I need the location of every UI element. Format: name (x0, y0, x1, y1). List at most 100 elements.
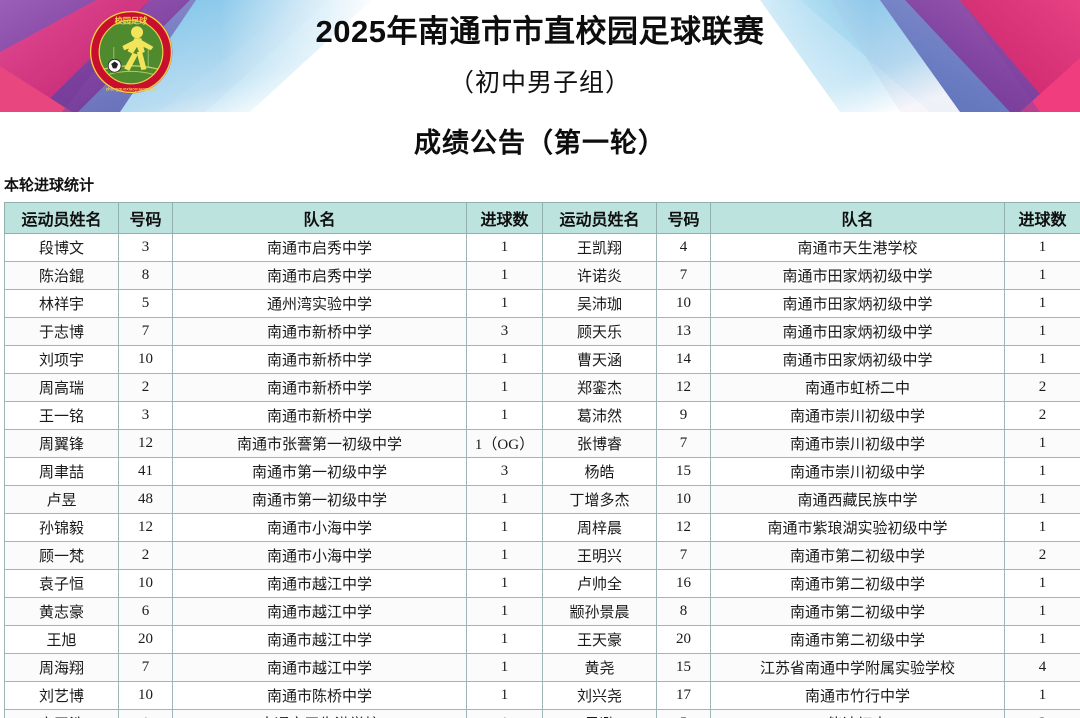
cell-goals-right: 1 (1004, 513, 1080, 542)
table-row: 王一铭 3 南通市新桥中学 1 葛沛然 9 南通市崇川初级中学 2 (4, 401, 1080, 430)
cell-goals-left: 1 (466, 569, 543, 598)
cell-number-right: 12 (656, 513, 711, 542)
cell-number-right: 10 (656, 485, 711, 514)
cell-player-name-right: 王明兴 (542, 541, 657, 570)
table-row: 陈治錕 8 南通市启秀中学 1 许诺炎 7 南通市田家炳初级中学 1 (4, 261, 1080, 290)
cell-team-left: 南通市小海中学 (172, 513, 467, 542)
cell-team-right: 南通市崇川初级中学 (710, 457, 1005, 486)
table-row: 周高瑞 2 南通市新桥中学 1 郑銮杰 12 南通市虹桥二中 2 (4, 373, 1080, 402)
cell-team-right: 南通市田家炳初级中学 (710, 317, 1005, 346)
cell-team-right: 南通市田家炳初级中学 (710, 345, 1005, 374)
cell-number-right: 13 (656, 317, 711, 346)
table-row: 刘项宇 10 南通市新桥中学 1 曹天涵 14 南通市田家炳初级中学 1 (4, 345, 1080, 374)
table-row: 周聿喆 41 南通市第一初级中学 3 杨皓 15 南通市崇川初级中学 1 (4, 457, 1080, 486)
title-block: 2025年南通市市直校园足球联赛 （初中男子组） (0, 0, 1080, 96)
cell-goals-left: 1 (466, 513, 543, 542)
cell-goals-left: 1 (466, 261, 543, 290)
cell-player-name-left: 周聿喆 (4, 457, 119, 486)
cell-goals-left: 1（OG） (466, 429, 543, 458)
cell-number-right: 12 (656, 373, 711, 402)
cell-goals-left: 1 (466, 485, 543, 514)
goal-statistics-table: 运动员姓名 号码 队名 进球数 运动员姓名 号码 队名 进球数 段博文 3 南通市启… (4, 202, 1080, 718)
cell-team-right: 南通西藏民族中学 (710, 485, 1005, 514)
cell-number-right: 20 (656, 625, 711, 654)
cell-goals-right: 2 (1004, 373, 1080, 402)
cell-team-left: 南通市新桥中学 (172, 401, 467, 430)
cell-team-left: 南通市陈桥中学 (172, 681, 467, 710)
cell-number-left: 10 (118, 681, 173, 710)
cell-number-left: 6 (118, 597, 173, 626)
cell-player-name-left: 顾一梵 (4, 541, 119, 570)
cell-number-left: 12 (118, 513, 173, 542)
cell-player-name-left: 王一铭 (4, 401, 119, 430)
table-row: 林祥宇 5 通州湾实验中学 1 吴沛珈 10 南通市田家炳初级中学 1 (4, 289, 1080, 318)
cell-player-name-left: 林祥宇 (4, 289, 119, 318)
cell-goals-right: 1 (1004, 289, 1080, 318)
cell-number-right: 16 (656, 569, 711, 598)
cell-player-name-left: 刘项宇 (4, 345, 119, 374)
cell-number-left: 48 (118, 485, 173, 514)
table-header: 运动员姓名 号码 队名 进球数 运动员姓名 号码 队名 进球数 (4, 202, 1080, 234)
table-row: 黄志豪 6 南通市越江中学 1 颛孙景晨 8 南通市第二初级中学 1 (4, 597, 1080, 626)
cell-player-name-left: 于志博 (4, 317, 119, 346)
cell-goals-right: 1 (1004, 345, 1080, 374)
cell-player-name-right: 吴沛珈 (542, 289, 657, 318)
cell-goals-right: 1 (1004, 429, 1080, 458)
cell-goals-right: 1 (1004, 457, 1080, 486)
cell-player-name-left: 周高瑞 (4, 373, 119, 402)
column-header-goals-right: 进球数 (1004, 202, 1080, 234)
cell-player-name-right: 王天豪 (542, 625, 657, 654)
cell-team-left: 南通市启秀中学 (172, 233, 467, 262)
cell-team-left: 南通市越江中学 (172, 569, 467, 598)
cell-team-left: 南通市新桥中学 (172, 317, 467, 346)
cell-number-left: 7 (118, 317, 173, 346)
cell-player-name-left: 卢昱 (4, 485, 119, 514)
table-row: 于志博 7 南通市新桥中学 3 顾天乐 13 南通市田家炳初级中学 1 (4, 317, 1080, 346)
cell-team-left: 南通市第一初级中学 (172, 457, 467, 486)
cell-number-left: 20 (118, 625, 173, 654)
cell-goals-right: 2 (1004, 709, 1080, 718)
table-row: 卢昱 48 南通市第一初级中学 1 丁增多杰 10 南通西藏民族中学 1 (4, 485, 1080, 514)
table-row: 周翼锋 12 南通市张謇第一初级中学 1（OG） 张博睿 7 南通市崇川初级中学 1 (4, 429, 1080, 458)
cell-goals-left: 3 (466, 457, 543, 486)
table-row: 段博文 3 南通市启秀中学 1 王凯翔 4 南通市天生港学校 1 (4, 233, 1080, 262)
cell-team-left: 南通市新桥中学 (172, 373, 467, 402)
cell-team-right: 南通市田家炳初级中学 (710, 289, 1005, 318)
sub-title: （初中男子组） (448, 70, 631, 97)
cell-goals-left: 1 (466, 681, 543, 710)
cell-goals-left: 3 (466, 317, 543, 346)
cell-goals-left: 1 (466, 233, 543, 262)
column-header-team-right: 队名 (710, 202, 1005, 234)
cell-team-right: 南通市竹行中学 (710, 681, 1005, 710)
cell-team-left: 南通市越江中学 (172, 597, 467, 626)
cell-player-name-right: 周梓晨 (542, 513, 657, 542)
cell-player-name-left: 周海翔 (4, 653, 119, 682)
cell-goals-right: 1 (1004, 261, 1080, 290)
table-row: 周海翔 7 南通市越江中学 1 黄尧 15 江苏省南通中学附属实验学校 4 (4, 653, 1080, 682)
cell-goals-right: 1 (1004, 681, 1080, 710)
cell-number-left: 2 (118, 373, 173, 402)
cell-goals-left: 1 (466, 289, 543, 318)
cell-number-right: 5 (656, 709, 711, 718)
cell-number-right: 9 (656, 401, 711, 430)
notice-title: 成绩公告（第一轮） (414, 128, 666, 158)
cell-player-name-left: 孙锦毅 (4, 513, 119, 542)
cell-goals-right: 1 (1004, 625, 1080, 654)
cell-goals-right: 1 (1004, 485, 1080, 514)
cell-goals-left: 1 (466, 401, 543, 430)
table-row: 袁子恒 10 南通市越江中学 1 卢帅全 16 南通市第二初级中学 1 (4, 569, 1080, 598)
table-row: 王旭 20 南通市越江中学 1 王天豪 20 南通市第二初级中学 1 (4, 625, 1080, 654)
table-row: 刘艺博 10 南通市陈桥中学 1 刘兴尧 17 南通市竹行中学 1 (4, 681, 1080, 710)
cell-player-name-left: 陈治錕 (4, 261, 119, 290)
cell-goals-left: 1 (466, 597, 543, 626)
cell-team-right: 南通市崇川初级中学 (710, 429, 1005, 458)
cell-player-name-left: 段博文 (4, 233, 119, 262)
cell-player-name-right: 许诺炎 (542, 261, 657, 290)
cell-team-left: 南通市越江中学 (172, 653, 467, 682)
cell-number-left: 3 (118, 233, 173, 262)
cell-number-right: 15 (656, 653, 711, 682)
campus-football-emblem-logo: 校园足球 zhongguoxiaoyuanzuqiu (88, 6, 174, 98)
logo-chinese-text: 校园足球 (115, 16, 148, 26)
cell-player-name-left: 袁子恒 (4, 569, 119, 598)
cell-team-left: 南通市第一初级中学 (172, 485, 467, 514)
